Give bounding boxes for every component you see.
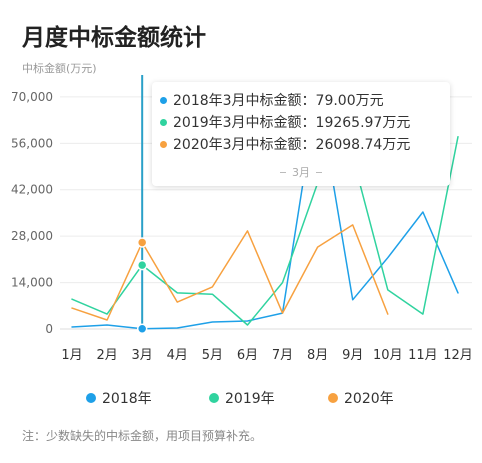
y-tick-label: 70,000	[11, 90, 53, 104]
tooltip-row: 2018年3月中标金额：79.00万元	[160, 89, 450, 111]
series-dot	[160, 96, 167, 104]
dash-divider	[316, 171, 322, 173]
legend-label: 2018年	[102, 391, 152, 407]
dash-divider	[280, 171, 286, 173]
series-dot	[160, 140, 167, 148]
legend-label: 2019年	[225, 391, 275, 407]
x-tick-label: 10月	[373, 348, 403, 363]
legend-label: 2020年	[344, 391, 394, 407]
x-axis: 1月 2月 3月 4月 5月 6月 7月 8月 9月 10月 11月 12月	[61, 348, 472, 363]
active-point-3	[136, 237, 148, 248]
tooltip-row: 2020年3月中标金额：26098.74万元	[160, 133, 450, 155]
series-line-1	[71, 89, 459, 330]
x-tick-label: 6月	[237, 348, 258, 363]
active-points	[136, 237, 148, 334]
x-tick-label: 3月	[132, 348, 153, 363]
chart-title: 月度中标金额统计	[22, 25, 206, 51]
x-tick-label: 12月	[443, 348, 473, 363]
tooltip: 2018年3月中标金额：79.00万元 2019年3月中标金额：19265.97…	[152, 82, 450, 186]
series-line-2	[71, 135, 459, 326]
y-tick-label: 0	[45, 322, 53, 336]
legend: 2018年 2019年 2020年	[0, 389, 482, 407]
x-tick-label: 1月	[61, 348, 82, 363]
x-tick-label: 9月	[342, 348, 363, 363]
tooltip-row-text: 2019年3月中标金额：19265.97万元	[173, 115, 411, 131]
x-tick-label: 7月	[272, 348, 293, 363]
series-dot	[160, 118, 167, 126]
legend-item-2019[interactable]: 2019年	[209, 389, 275, 407]
x-tick-label: 8月	[307, 348, 328, 363]
tooltip-row-text: 2018年3月中标金额：79.00万元	[173, 93, 384, 109]
tooltip-row-text: 2020年3月中标金额：26098.74万元	[173, 137, 411, 153]
y-tick-label: 42,000	[11, 183, 53, 197]
legend-dot	[86, 393, 96, 403]
legend-item-2020[interactable]: 2020年	[328, 389, 394, 407]
x-tick-label: 2月	[96, 348, 117, 363]
tooltip-category: 3月	[292, 166, 310, 179]
x-tick-label: 5月	[202, 348, 223, 363]
footnote: 注：少数缺失的中标金额，用项目预算补充。	[22, 429, 263, 443]
legend-dot	[209, 393, 219, 403]
y-tick-label: 56,000	[11, 136, 53, 150]
active-point-2	[136, 259, 148, 271]
y-tick-label: 14,000	[11, 276, 53, 290]
legend-item-2018[interactable]: 2018年	[86, 389, 152, 407]
y-axis-title: 中标金额(万元)	[22, 62, 97, 75]
legend-dot	[328, 393, 338, 403]
y-tick-label: 28,000	[11, 229, 53, 243]
y-axis: 0 14,000 28,000 42,000 56,000 70,000	[11, 90, 53, 336]
series-lines	[71, 89, 459, 330]
tooltip-row: 2019年3月中标金额：19265.97万元	[160, 111, 450, 133]
x-tick-label: 4月	[167, 348, 188, 363]
x-tick-label: 11月	[408, 348, 438, 363]
active-point-1	[136, 323, 148, 334]
series-line-3	[71, 224, 389, 321]
tooltip-title: 3月	[152, 165, 450, 179]
